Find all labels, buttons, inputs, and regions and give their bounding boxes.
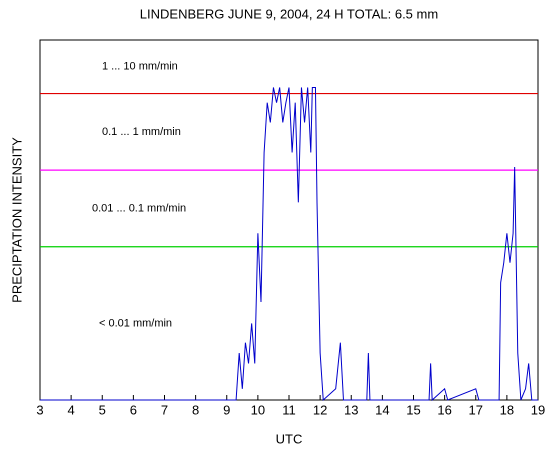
band-label: 0.1 ... 1 mm/min — [102, 126, 181, 138]
x-tick-label: 10 — [251, 402, 265, 417]
x-tick-label: 18 — [500, 402, 514, 417]
x-tick-label: 17 — [469, 402, 483, 417]
y-axis-label: PRECIPTATION INTENSITY — [9, 137, 24, 303]
x-tick-label: 4 — [68, 402, 75, 417]
x-tick-label: 9 — [223, 402, 230, 417]
x-tick-label: 11 — [282, 402, 296, 417]
x-tick-label: 5 — [99, 402, 106, 417]
x-tick-label: 8 — [192, 402, 199, 417]
x-tick-label: 16 — [437, 402, 451, 417]
x-tick-label: 6 — [130, 402, 137, 417]
x-tick-label: 14 — [375, 402, 389, 417]
x-tick-label: 7 — [161, 402, 168, 417]
chart-title: LINDENBERG JUNE 9, 2004, 24 H TOTAL: 6.5… — [140, 6, 438, 21]
band-label: 0.01 ... 0.1 mm/min — [92, 202, 186, 214]
x-tick-label: 13 — [344, 402, 358, 417]
band-label: 1 ... 10 mm/min — [102, 61, 178, 73]
x-tick-label: 15 — [406, 402, 420, 417]
x-tick-label: 19 — [531, 402, 545, 417]
band-label: < 0.01 mm/min — [99, 317, 172, 329]
x-axis-label: UTC — [276, 431, 303, 446]
x-tick-label: 12 — [313, 402, 327, 417]
precipitation-line — [40, 86, 538, 402]
x-tick-label: 3 — [36, 402, 43, 417]
